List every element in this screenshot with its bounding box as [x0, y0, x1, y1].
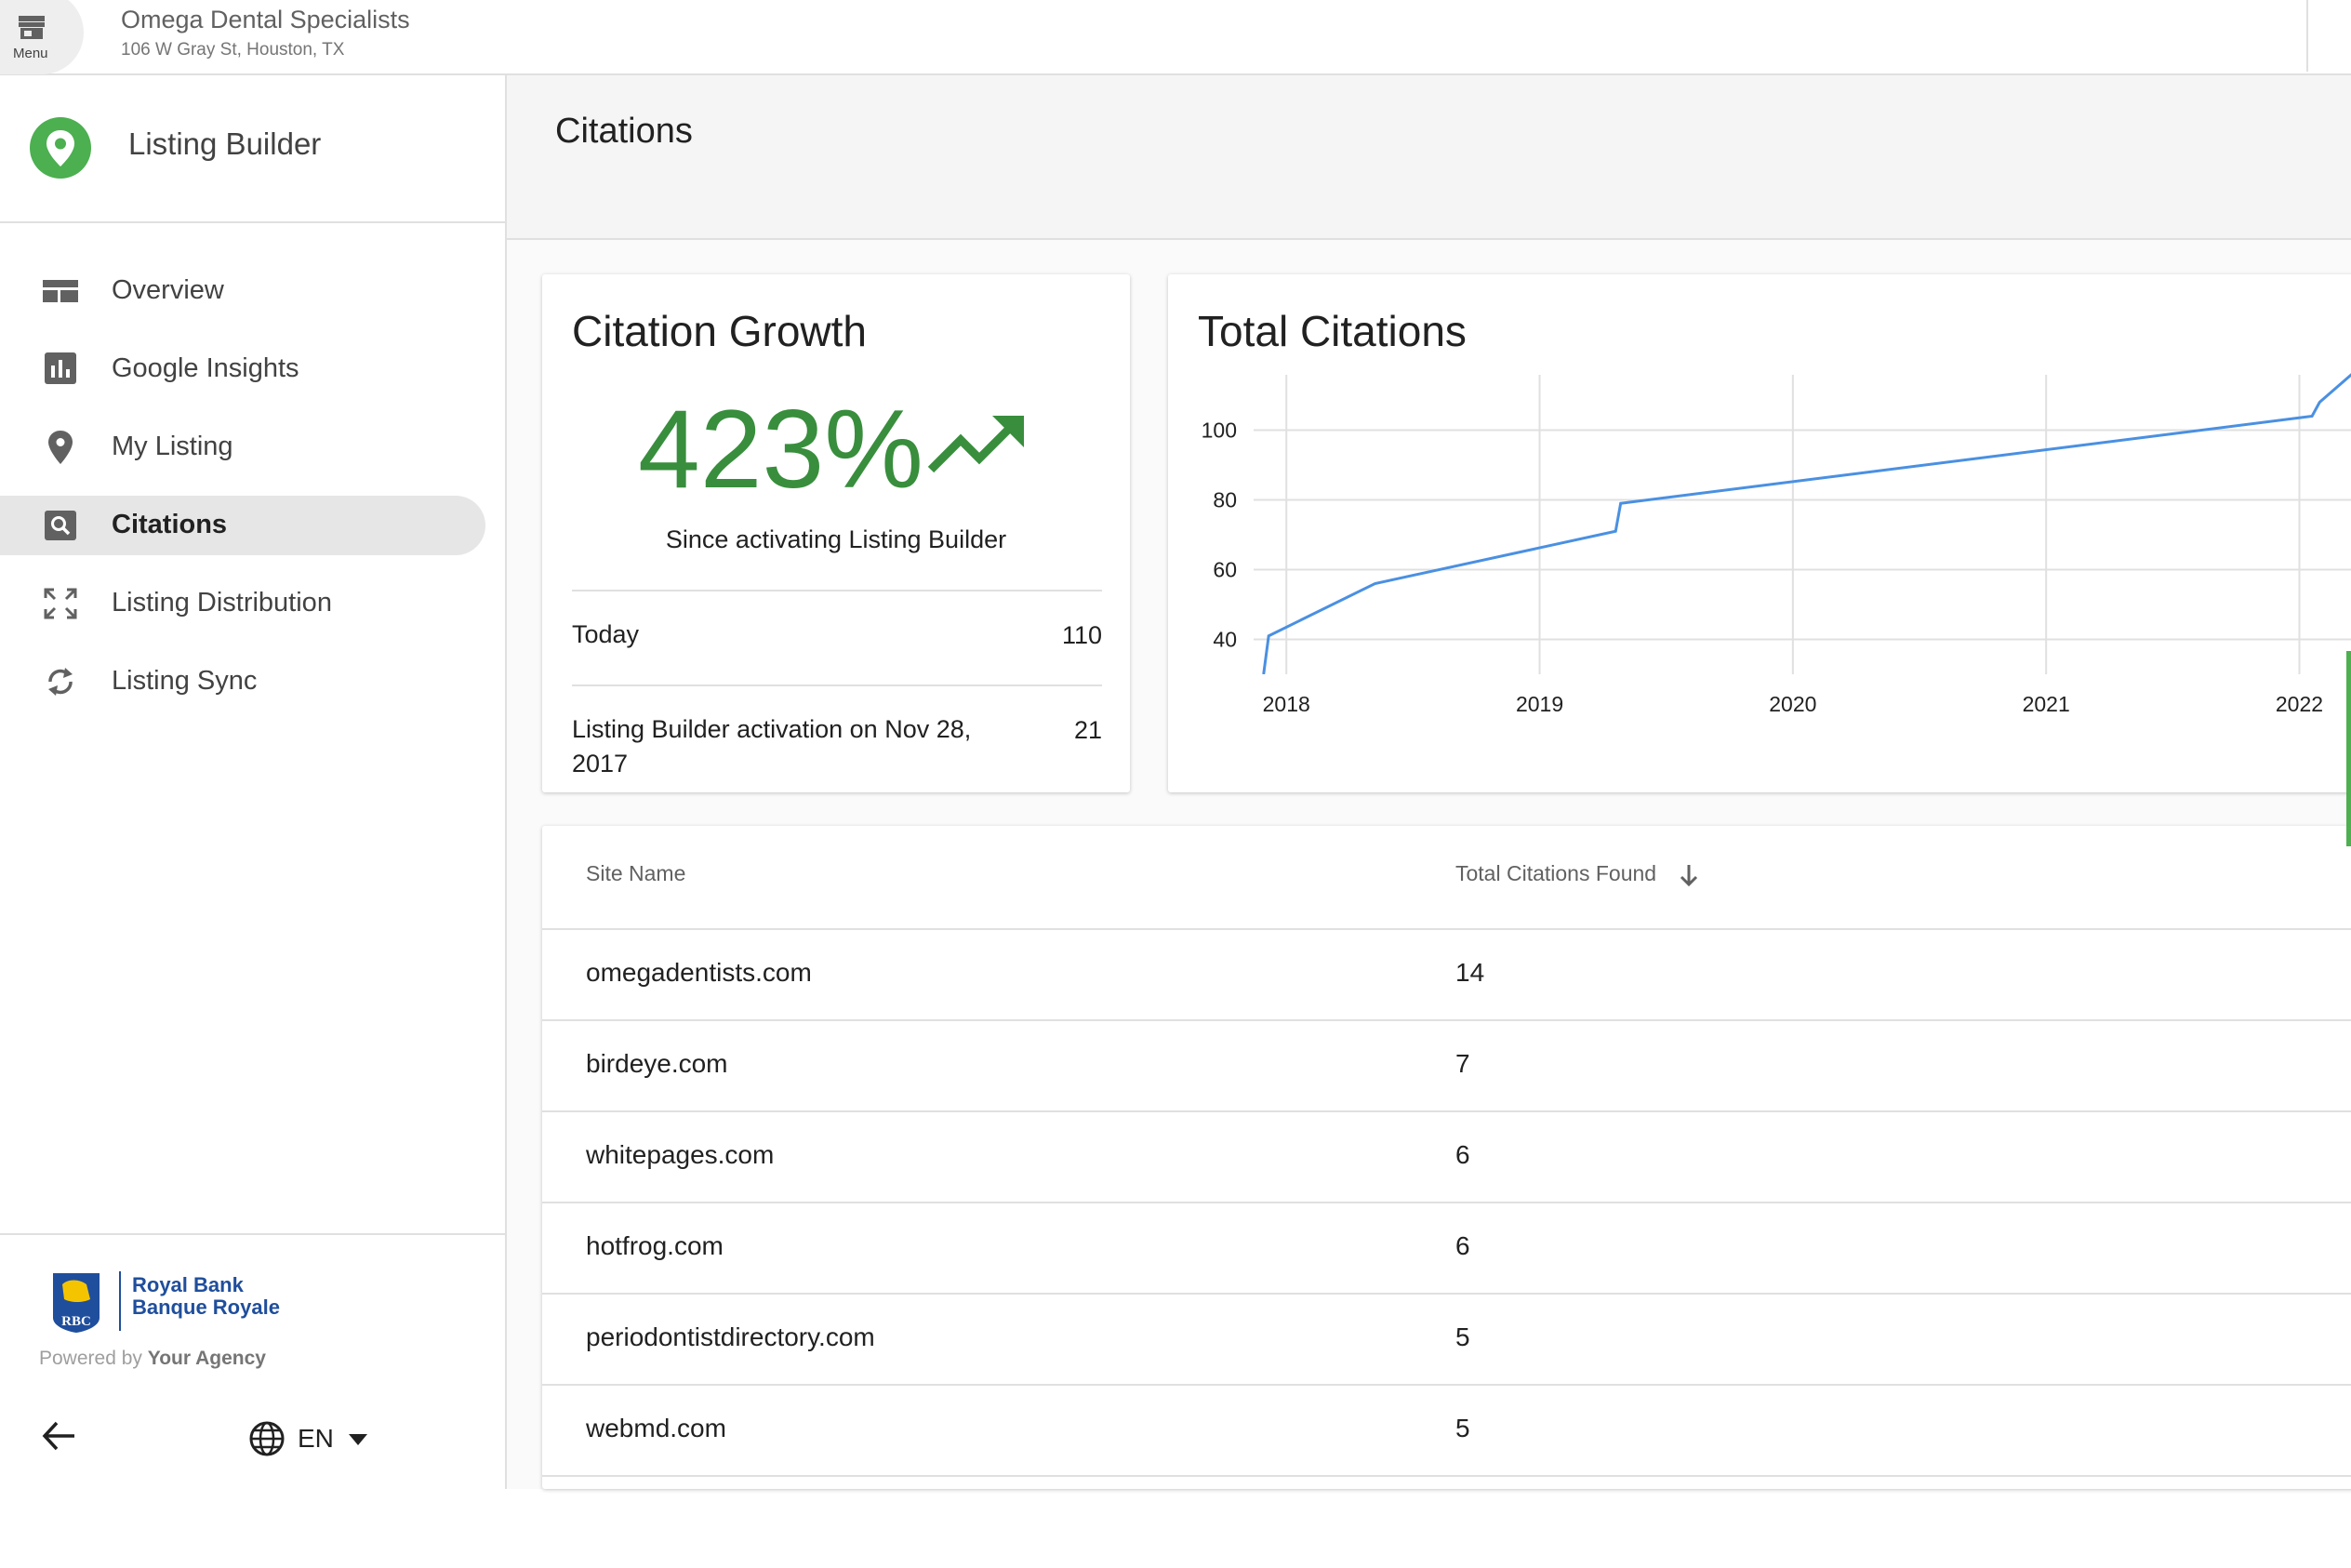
citation-count-cell: 5 [1455, 1414, 1470, 1442]
product-title: Listing Builder [128, 126, 322, 161]
storefront-icon [19, 16, 45, 39]
x-tick-label: 2022 [2276, 692, 2323, 716]
overview-icon [43, 280, 78, 302]
site-name-cell: whitepages.com [586, 1140, 775, 1169]
citation-growth-value: 423% [638, 387, 923, 512]
site-name-cell: omegadentists.com [586, 958, 812, 987]
total-citations-chart: 40 60 80 100 2018 2019 2020 2021 2022 [1202, 373, 2351, 716]
sidebar-item-listing-sync[interactable]: Listing Sync [0, 652, 485, 711]
business-name: Omega Dental Specialists [121, 6, 410, 33]
sidebar-item-listing-distribution[interactable]: Listing Distribution [0, 574, 485, 633]
table-row-divider [542, 1475, 2351, 1568]
product-brand: Listing Builder [0, 75, 505, 223]
caret-down-icon[interactable] [348, 1433, 368, 1446]
y-tick-label: 100 [1202, 419, 1237, 443]
growth-divider-2 [572, 684, 1102, 686]
citation-growth-card: Citation Growth 423% Since activating Li… [542, 274, 1130, 792]
site-name-cell: hotfrog.com [586, 1231, 724, 1260]
bar-chart-icon [45, 352, 76, 384]
citation-count-cell: 14 [1455, 958, 1485, 987]
topbar-divider [2306, 0, 2308, 72]
sidebar-item-label: Overview [112, 275, 224, 305]
total-citations-card: Total Citations 40 60 80 100 2018 2019 2020 202… [1168, 274, 2351, 792]
column-header-total-citations[interactable]: Total Citations Found [1455, 861, 1657, 885]
x-tick-label: 2018 [1263, 692, 1310, 716]
sidebar-item-label: Google Insights [112, 353, 299, 383]
sidebar: Listing Builder Overview Google Insights [0, 75, 507, 1489]
table-row[interactable]: birdeye.com 7 [542, 1019, 2351, 1112]
citation-growth-title: Citation Growth [572, 307, 868, 355]
language-selector[interactable]: EN [298, 1424, 334, 1453]
sync-icon [48, 668, 73, 696]
x-tick-label: 2020 [1769, 692, 1816, 716]
sidebar-item-label: Listing Sync [112, 666, 258, 696]
expand-arrows-icon [44, 588, 77, 619]
sidebar-item-label: Citations [112, 510, 228, 539]
today-value: 110 [1061, 621, 1102, 649]
powered-by-agency: Your Agency [147, 1348, 266, 1369]
powered-by: Powered by Your Agency [39, 1348, 266, 1370]
rbc-logo-icon: RBC [53, 1273, 100, 1333]
page-title: Citations [555, 112, 693, 151]
x-tick-label: 2021 [2023, 692, 2070, 716]
citation-count-cell: 6 [1455, 1140, 1470, 1169]
growth-divider-1 [572, 590, 1102, 591]
search-icon [45, 511, 76, 540]
activation-value: 21 [1073, 716, 1102, 744]
sidebar-footer-divider [0, 1233, 505, 1235]
table-row[interactable]: periodontistdirectory.com 5 [542, 1293, 2351, 1386]
powered-by-prefix: Powered by [39, 1348, 142, 1369]
site-name-cell: webmd.com [586, 1414, 726, 1442]
sidebar-item-label: Listing Distribution [112, 588, 332, 618]
listing-builder-logo-icon [30, 117, 91, 179]
partner-name-line1: Royal Bank [132, 1273, 244, 1296]
sidebar-item-citations[interactable]: Citations [0, 496, 485, 555]
sidebar-item-my-listing[interactable]: My Listing [0, 418, 485, 477]
site-name-cell: birdeye.com [586, 1049, 728, 1078]
column-header-site-name[interactable]: Site Name [586, 861, 686, 885]
citation-count-cell: 6 [1455, 1231, 1470, 1260]
y-tick-label: 80 [1213, 488, 1237, 512]
table-row[interactable]: hotfrog.com 6 [542, 1202, 2351, 1295]
citation-growth-caption: Since activating Listing Builder [665, 525, 1007, 553]
green-accent-bar [2346, 651, 2351, 846]
sort-descending-icon[interactable] [1679, 863, 1699, 887]
sidebar-item-label: My Listing [112, 432, 233, 461]
y-tick-label: 40 [1213, 628, 1237, 652]
main-header-strip [507, 193, 2351, 240]
citation-count-cell: 7 [1455, 1049, 1470, 1078]
site-name-cell: periodontistdirectory.com [586, 1322, 875, 1351]
partner-separator [119, 1271, 121, 1331]
location-pin-icon [48, 431, 73, 464]
business-address: 106 W Gray St, Houston, TX [121, 40, 345, 60]
citation-count-cell: 5 [1455, 1322, 1470, 1351]
sidebar-item-overview[interactable]: Overview [0, 261, 485, 321]
y-tick-label: 60 [1213, 558, 1237, 582]
activation-label: Listing Builder activation on Nov 28, 20… [572, 715, 972, 777]
today-label: Today [572, 620, 640, 648]
citations-table: Site Name Total Citations Found omegaden… [542, 826, 2351, 1489]
series-line [1262, 373, 2351, 674]
globe-icon[interactable] [248, 1420, 286, 1457]
rbc-logo-text: RBC [61, 1314, 91, 1329]
table-row[interactable]: omegadentists.com 14 [542, 928, 2351, 1021]
main-header [507, 75, 2351, 193]
back-arrow-icon[interactable] [41, 1420, 76, 1452]
partner-name-line2: Banque Royale [132, 1296, 280, 1319]
menu-button[interactable]: Menu [0, 0, 84, 74]
total-citations-title: Total Citations [1198, 307, 1467, 355]
top-bar: Menu Omega Dental Specialists 106 W Gray… [0, 0, 2351, 75]
table-row[interactable]: webmd.com 5 [542, 1384, 2351, 1477]
sidebar-item-google-insights[interactable]: Google Insights [0, 339, 485, 399]
table-row[interactable]: whitepages.com 6 [542, 1110, 2351, 1203]
x-tick-label: 2019 [1516, 692, 1563, 716]
menu-label: Menu [13, 46, 48, 61]
trending-up-icon [927, 416, 1024, 473]
